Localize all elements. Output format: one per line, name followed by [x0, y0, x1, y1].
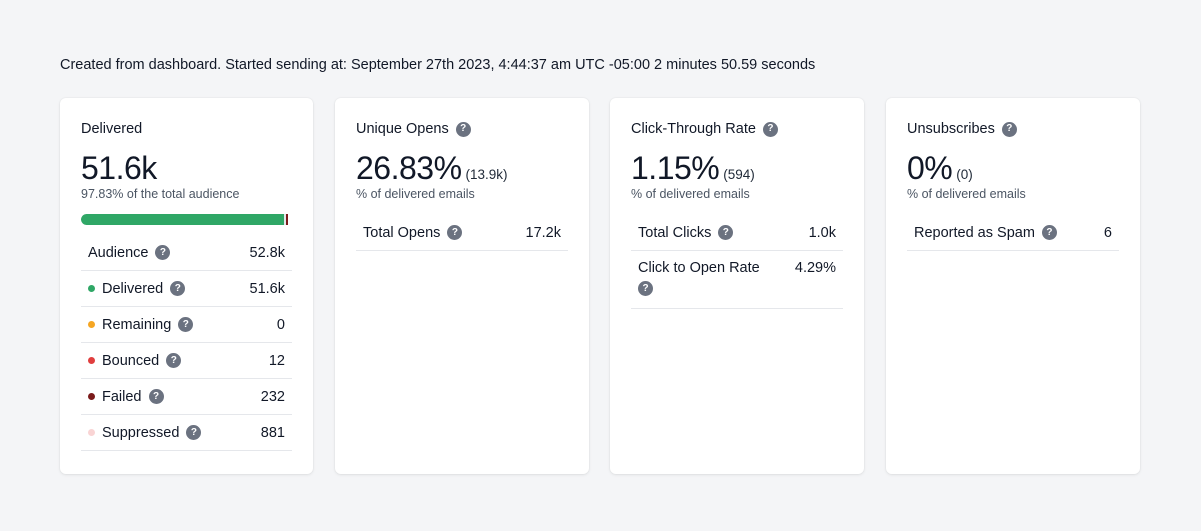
click-through-card: Click-Through Rate? 1.15% (594) % of deli…: [610, 98, 864, 474]
unsub-rate: 0%: [907, 150, 953, 186]
unsub-count: (0): [956, 167, 973, 182]
row-reported-spam: Reported as Spam? 6: [907, 215, 1119, 251]
card-title: Click-Through Rate?: [631, 121, 778, 137]
unsub-value: 0% (0): [907, 150, 973, 187]
help-icon[interactable]: ?: [178, 317, 194, 332]
row-value: 881: [260, 424, 285, 441]
row-bounced: Bounced? 12: [81, 343, 292, 379]
row-delivered: Delivered? 51.6k: [81, 271, 292, 307]
card-title-text: Unsubscribes: [907, 121, 995, 137]
row-click-to-open: Click to Open Rate? 4.29%: [631, 251, 843, 309]
red-dot-icon: [88, 357, 95, 364]
opens-count: (13.9k): [465, 167, 508, 182]
row-label: Reported as Spam: [914, 224, 1035, 241]
delivery-breakdown: Audience? 52.8k Delivered? 51.6k Remaini…: [81, 235, 292, 451]
row-total-clicks: Total Clicks? 1.0k: [631, 215, 843, 251]
delivery-progress-bar: [81, 214, 288, 225]
row-value: 12: [268, 352, 285, 369]
delivered-count: 51.6k: [81, 150, 157, 186]
row-value: 17.2k: [525, 224, 561, 241]
row-value: 52.8k: [249, 244, 285, 261]
row-value: 232: [260, 388, 285, 405]
unsub-caption: % of delivered emails: [907, 187, 1026, 201]
card-title-text: Click-Through Rate: [631, 121, 756, 137]
help-icon[interactable]: ?: [186, 425, 202, 440]
ctr-caption: % of delivered emails: [631, 187, 750, 201]
help-icon[interactable]: ?: [455, 121, 471, 137]
row-value: 4.29%: [794, 260, 836, 276]
delivered-value: 51.6k: [81, 150, 157, 187]
row-label: Remaining: [102, 316, 172, 333]
delivered-card: Delivered 51.6k 97.83% of the total audi…: [60, 98, 313, 474]
help-icon[interactable]: ?: [718, 225, 734, 240]
delivery-progress-fill: [81, 214, 284, 225]
row-label: Suppressed: [102, 424, 180, 441]
ctr-rate: 1.15%: [631, 150, 720, 186]
help-icon[interactable]: ?: [155, 245, 171, 260]
card-title: Delivered: [81, 121, 143, 137]
delivered-caption: 97.83% of the total audience: [81, 187, 240, 201]
row-audience: Audience? 52.8k: [81, 235, 292, 271]
help-icon[interactable]: ?: [1041, 225, 1057, 240]
opens-caption: % of delivered emails: [356, 187, 475, 201]
opens-details: Total Opens? 17.2k: [356, 215, 568, 251]
row-label: Total Clicks: [638, 224, 712, 241]
ctr-value: 1.15% (594): [631, 150, 755, 187]
click-details: Total Clicks? 1.0k Click to Open Rate? 4…: [631, 215, 843, 309]
row-label: Total Opens: [363, 224, 441, 241]
row-label: Bounced: [102, 352, 160, 369]
help-icon[interactable]: ?: [148, 389, 164, 404]
row-suppressed: Suppressed? 881: [81, 415, 292, 451]
opens-rate: 26.83%: [356, 150, 462, 186]
row-label: Delivered: [102, 280, 164, 297]
card-title-text: Unique Opens: [356, 121, 449, 137]
opens-value: 26.83% (13.9k): [356, 150, 508, 187]
green-dot-icon: [88, 285, 95, 292]
help-icon[interactable]: ?: [762, 121, 778, 137]
orange-dot-icon: [88, 321, 95, 328]
help-icon[interactable]: ?: [638, 281, 653, 296]
unsubscribes-card: Unsubscribes? 0% (0) % of delivered email…: [886, 98, 1140, 474]
help-icon[interactable]: ?: [170, 281, 186, 296]
pink-dot-icon: [88, 429, 95, 436]
clicks-count: (594): [723, 167, 755, 182]
row-value: 6: [1103, 224, 1112, 241]
row-label: Failed: [102, 388, 142, 405]
send-info-header: Created from dashboard. Started sending …: [60, 57, 816, 73]
unsub-details: Reported as Spam? 6: [907, 215, 1119, 251]
failed-progress-segment: [286, 214, 288, 225]
row-failed: Failed? 232: [81, 379, 292, 415]
row-value: 51.6k: [249, 280, 285, 297]
row-remaining: Remaining? 0: [81, 307, 292, 343]
row-label: Click to Open Rate: [638, 260, 760, 276]
help-icon[interactable]: ?: [166, 353, 182, 368]
unique-opens-card: Unique Opens? 26.83% (13.9k) % of deliver…: [335, 98, 589, 474]
row-value: 1.0k: [808, 224, 836, 241]
row-label: Audience: [88, 244, 149, 261]
row-value: 0: [276, 316, 285, 333]
card-title: Unsubscribes?: [907, 121, 1017, 137]
dark-red-dot-icon: [88, 393, 95, 400]
row-total-opens: Total Opens? 17.2k: [356, 215, 568, 251]
card-title: Unique Opens?: [356, 121, 471, 137]
help-icon[interactable]: ?: [447, 225, 463, 240]
help-icon[interactable]: ?: [1001, 121, 1017, 137]
